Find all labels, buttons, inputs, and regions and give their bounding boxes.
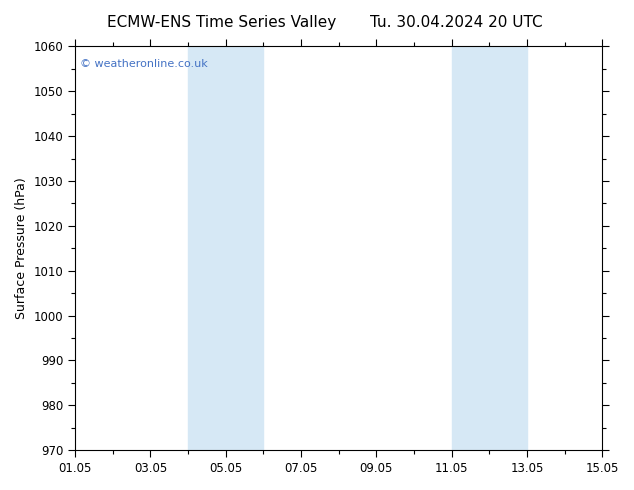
- Bar: [451, 47, 527, 450]
- Text: ECMW-ENS Time Series Valley: ECMW-ENS Time Series Valley: [107, 15, 337, 30]
- Y-axis label: Surface Pressure (hPa): Surface Pressure (hPa): [15, 177, 28, 319]
- Bar: [188, 47, 263, 450]
- Text: © weatheronline.co.uk: © weatheronline.co.uk: [81, 59, 208, 69]
- Text: Tu. 30.04.2024 20 UTC: Tu. 30.04.2024 20 UTC: [370, 15, 543, 30]
